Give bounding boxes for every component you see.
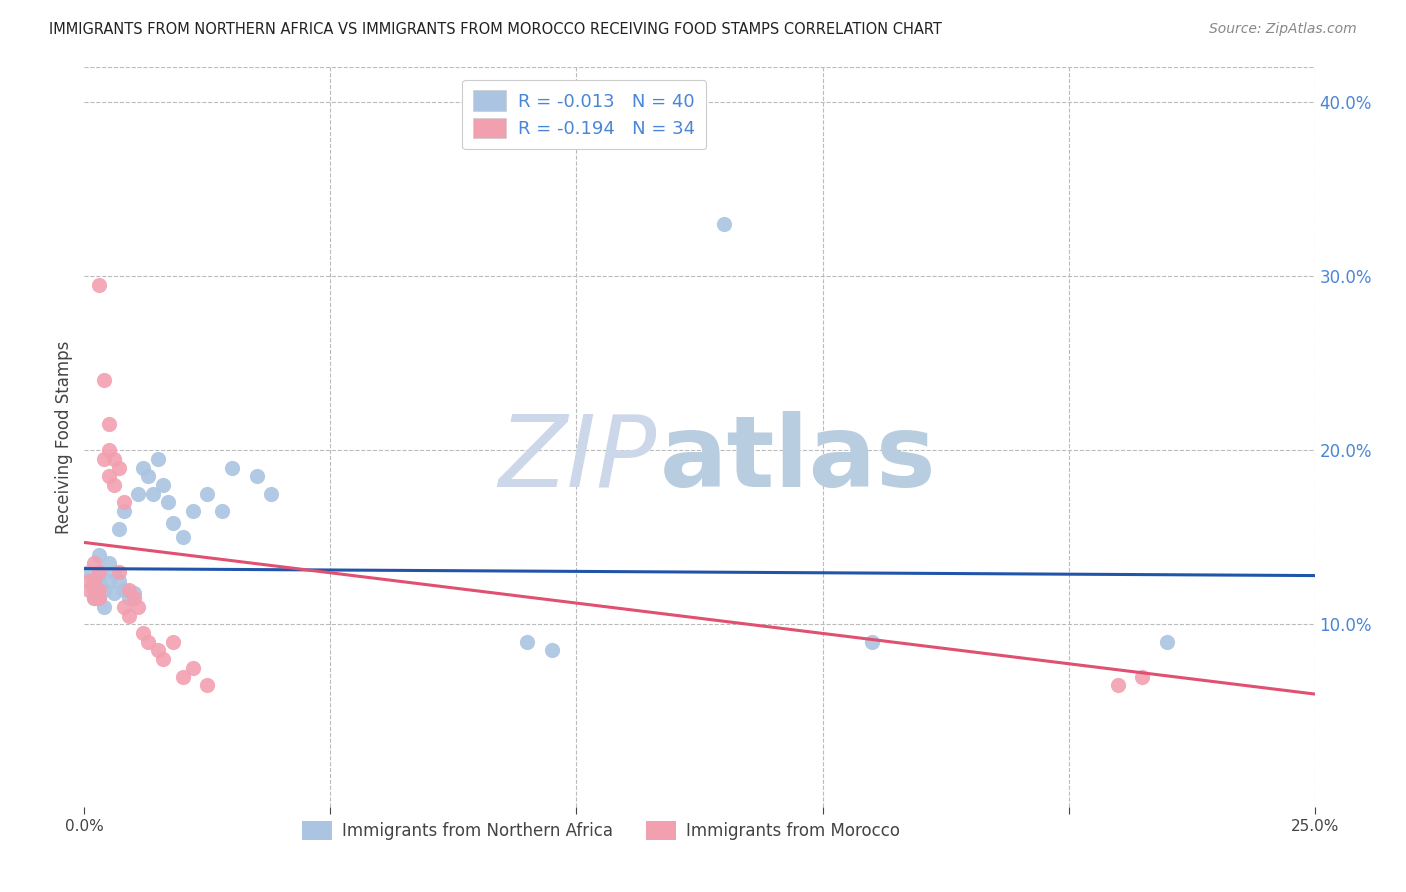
Point xyxy=(83,574,105,588)
Point xyxy=(122,591,145,606)
Point xyxy=(83,591,105,606)
Point xyxy=(181,661,204,675)
Point xyxy=(103,565,125,579)
Point xyxy=(112,504,135,518)
Point xyxy=(83,557,105,571)
Point xyxy=(112,495,135,509)
Point xyxy=(148,643,170,657)
Point xyxy=(162,634,184,648)
Point xyxy=(152,478,174,492)
Point xyxy=(138,634,160,648)
Point xyxy=(98,417,120,431)
Point xyxy=(181,504,204,518)
Point xyxy=(93,451,115,466)
Point xyxy=(162,516,184,531)
Point xyxy=(260,486,283,500)
Point xyxy=(108,574,131,588)
Point xyxy=(112,599,135,614)
Point xyxy=(128,599,150,614)
Point xyxy=(93,599,115,614)
Text: Source: ZipAtlas.com: Source: ZipAtlas.com xyxy=(1209,22,1357,37)
Point xyxy=(118,591,141,606)
Point xyxy=(152,652,174,666)
Point xyxy=(108,565,131,579)
Point xyxy=(83,591,105,606)
Point xyxy=(83,574,105,588)
Point xyxy=(148,451,170,466)
Point xyxy=(98,574,120,588)
Point xyxy=(1130,670,1153,684)
Point xyxy=(83,582,105,597)
Point xyxy=(172,670,194,684)
Point xyxy=(860,634,883,648)
Point xyxy=(122,586,145,600)
Point xyxy=(103,586,125,600)
Point xyxy=(98,469,120,483)
Point xyxy=(1107,678,1129,692)
Point xyxy=(221,460,243,475)
Point xyxy=(87,574,111,588)
Legend: Immigrants from Northern Africa, Immigrants from Morocco: Immigrants from Northern Africa, Immigra… xyxy=(295,814,907,847)
Point xyxy=(87,565,111,579)
Point xyxy=(246,469,269,483)
Point xyxy=(112,582,135,597)
Point xyxy=(87,591,111,606)
Point xyxy=(142,486,165,500)
Text: atlas: atlas xyxy=(661,411,936,508)
Point xyxy=(87,565,111,579)
Point xyxy=(211,504,233,518)
Point xyxy=(197,486,219,500)
Point xyxy=(98,443,120,458)
Point xyxy=(87,582,111,597)
Point xyxy=(132,460,155,475)
Point xyxy=(108,522,131,536)
Point xyxy=(172,530,194,544)
Point xyxy=(79,582,101,597)
Point xyxy=(157,495,180,509)
Point xyxy=(118,608,141,623)
Point xyxy=(93,582,115,597)
Point xyxy=(118,582,141,597)
Point xyxy=(138,469,160,483)
Point xyxy=(79,574,101,588)
Point xyxy=(713,217,735,231)
Point xyxy=(79,565,101,579)
Point xyxy=(87,591,111,606)
Point xyxy=(87,548,111,562)
Point xyxy=(87,277,111,292)
Point xyxy=(132,626,155,640)
Point xyxy=(108,460,131,475)
Point xyxy=(197,678,219,692)
Y-axis label: Receiving Food Stamps: Receiving Food Stamps xyxy=(55,341,73,533)
Point xyxy=(103,451,125,466)
Point xyxy=(128,486,150,500)
Point xyxy=(541,643,564,657)
Point xyxy=(93,374,115,388)
Text: ZIP: ZIP xyxy=(498,411,657,508)
Point xyxy=(1156,634,1178,648)
Point xyxy=(516,634,538,648)
Point xyxy=(98,557,120,571)
Text: IMMIGRANTS FROM NORTHERN AFRICA VS IMMIGRANTS FROM MOROCCO RECEIVING FOOD STAMPS: IMMIGRANTS FROM NORTHERN AFRICA VS IMMIG… xyxy=(49,22,942,37)
Point xyxy=(103,478,125,492)
